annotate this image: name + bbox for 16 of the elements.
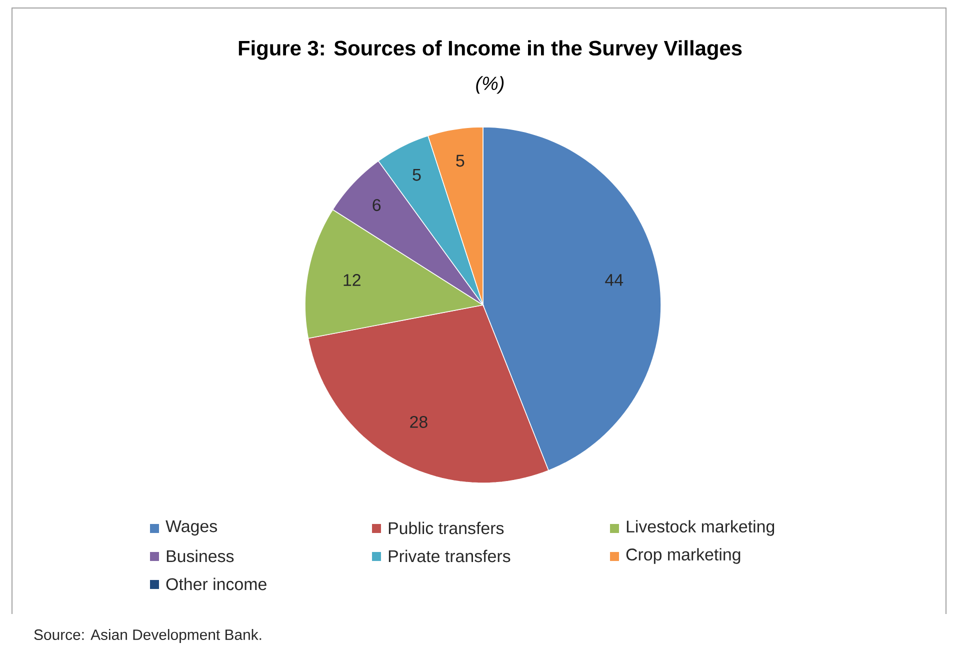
- data-label: 12: [344, 274, 360, 286]
- data-label: 44: [605, 274, 624, 286]
- data-label: 5: [456, 154, 464, 167]
- data-label: 5: [412, 169, 421, 181]
- chart-subtitle: (%): [476, 76, 504, 94]
- data-label: 6: [372, 199, 381, 212]
- chart-title: Figure 3: Sources of Income in the Survey Villages: [238, 40, 742, 60]
- legend-label: Crop marketing: [626, 548, 740, 564]
- legend-label: Private transfers: [388, 550, 510, 562]
- legend-label: Livestock marketing: [626, 520, 774, 536]
- legend-label: Wages: [166, 520, 217, 536]
- legend-label: Other income: [166, 578, 266, 590]
- legend-label: Business: [166, 550, 234, 562]
- source-note: Source: Asian Development Bank.: [34, 629, 262, 643]
- data-label: 28: [410, 416, 428, 428]
- legend-label: Public transfers: [388, 522, 504, 534]
